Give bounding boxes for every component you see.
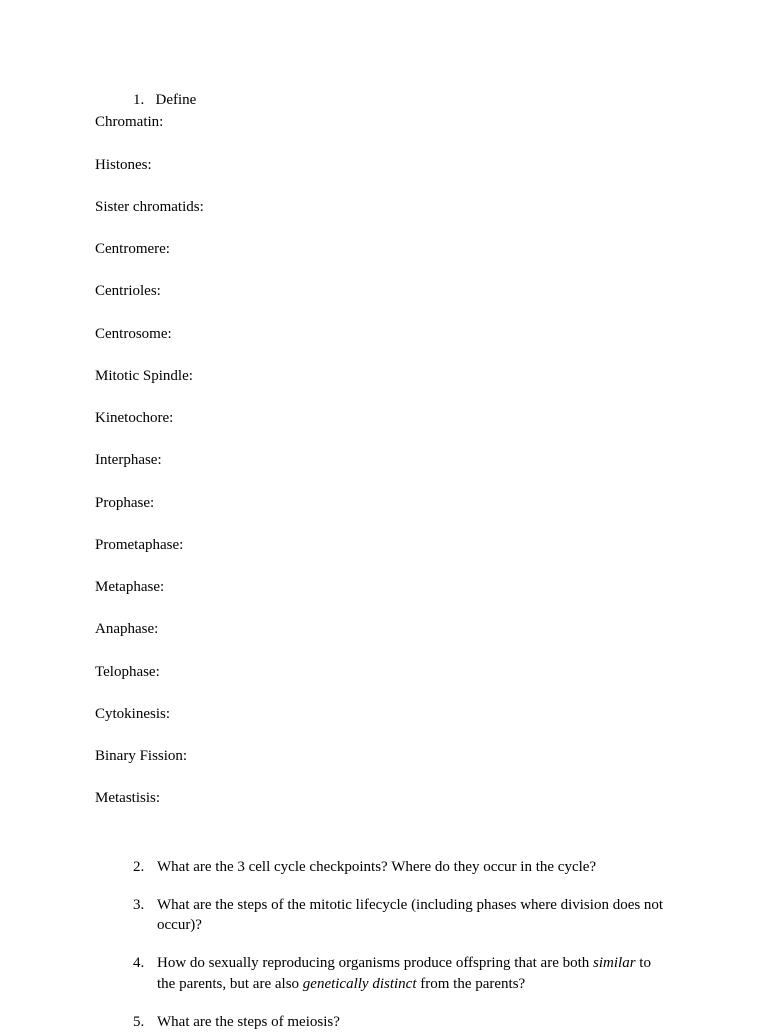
question-item: 5.What are the steps of meiosis?: [133, 1012, 673, 1032]
term-item: Anaphase:: [95, 619, 673, 639]
term-item: Metaphase:: [95, 577, 673, 597]
term-item: Prophase:: [95, 493, 673, 513]
term-item: Sister chromatids:: [95, 197, 673, 217]
term-item: Histones:: [95, 155, 673, 175]
question-text: What are the 3 cell cycle checkpoints? W…: [157, 857, 673, 877]
term-item: Centrioles:: [95, 281, 673, 301]
question-number: 4.: [133, 953, 157, 994]
term-item: Mitotic Spindle:: [95, 366, 673, 386]
question-item: 3.What are the steps of the mitotic life…: [133, 895, 673, 936]
define-header: 1. Define: [95, 90, 673, 110]
term-item: Metastisis:: [95, 788, 673, 808]
term-item: Cytokinesis:: [95, 704, 673, 724]
questions-section: 2.What are the 3 cell cycle checkpoints?…: [95, 857, 673, 1032]
question-number: 5.: [133, 1012, 157, 1032]
term-item: Telophase:: [95, 662, 673, 682]
question-number: 2.: [133, 857, 157, 877]
terms-list: Chromatin: Histones: Sister chromatids: Cen…: [95, 112, 673, 808]
question-text: What are the steps of the mitotic lifecy…: [157, 895, 673, 936]
term-item: Interphase:: [95, 450, 673, 470]
question-item: 2.What are the 3 cell cycle checkpoints?…: [133, 857, 673, 877]
question-text: How do sexually reproducing organisms pr…: [157, 953, 673, 994]
term-item: Centrosome:: [95, 324, 673, 344]
term-item: Centromere:: [95, 239, 673, 259]
question-item: 4.How do sexually reproducing organisms …: [133, 953, 673, 994]
term-item: Kinetochore:: [95, 408, 673, 428]
term-item: Prometaphase:: [95, 535, 673, 555]
define-label: Define: [156, 92, 197, 108]
define-number: 1.: [133, 92, 144, 108]
question-number: 3.: [133, 895, 157, 936]
term-item: Binary Fission:: [95, 746, 673, 766]
question-text: What are the steps of meiosis?: [157, 1012, 673, 1032]
term-item: Chromatin:: [95, 112, 673, 132]
